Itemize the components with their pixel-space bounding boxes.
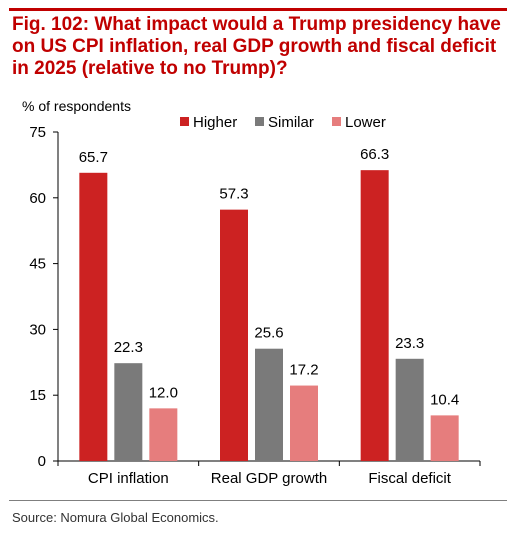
bar-similar xyxy=(255,348,283,461)
x-tick-label: Fiscal deficit xyxy=(368,470,451,487)
y-tick-label: 60 xyxy=(29,190,46,207)
legend-label-lower: Lower xyxy=(345,114,386,131)
legend-label-similar: Similar xyxy=(268,114,314,131)
data-label: 12.0 xyxy=(149,384,178,401)
data-label: 25.6 xyxy=(254,325,283,342)
bar-similar xyxy=(395,358,424,461)
y-axis-label: % of respondents xyxy=(22,98,131,114)
y-tick-label: 30 xyxy=(29,321,46,338)
bar-lower xyxy=(430,415,459,461)
legend-label-higher: Higher xyxy=(193,114,237,131)
bar-higher xyxy=(220,209,248,461)
x-tick-label: Real GDP growth xyxy=(211,470,327,487)
data-label: 57.3 xyxy=(219,186,248,203)
y-tick-label: 0 xyxy=(38,453,46,470)
legend-swatch-similar xyxy=(255,117,264,126)
legend-swatch-higher xyxy=(180,117,189,126)
data-label: 17.2 xyxy=(289,362,318,379)
data-label: 22.3 xyxy=(114,339,143,356)
bar-higher xyxy=(79,172,108,461)
source-note: Source: Nomura Global Economics. xyxy=(12,510,219,525)
data-label: 66.3 xyxy=(360,146,389,163)
y-tick-label: 45 xyxy=(29,256,46,273)
x-tick-label: CPI inflation xyxy=(88,470,169,487)
title-top-rule xyxy=(9,8,507,11)
bar-lower xyxy=(149,408,178,461)
legend-swatch-lower xyxy=(332,117,341,126)
figure-title: Fig. 102: What impact would a Trump pres… xyxy=(12,14,501,79)
bar-higher xyxy=(360,170,389,461)
y-tick-label: 15 xyxy=(29,387,46,404)
bar-similar xyxy=(114,363,143,461)
data-label: 10.4 xyxy=(430,391,459,408)
data-label: 65.7 xyxy=(79,149,108,166)
bar-lower xyxy=(290,385,318,461)
data-label: 23.3 xyxy=(395,335,424,352)
source-rule xyxy=(9,500,507,501)
y-tick-label: 75 xyxy=(29,124,46,141)
